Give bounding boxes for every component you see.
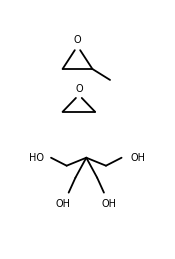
Text: HO: HO	[29, 153, 44, 163]
Text: O: O	[75, 84, 83, 94]
Text: OH: OH	[56, 199, 71, 208]
Text: OH: OH	[130, 153, 145, 163]
Text: O: O	[74, 35, 81, 45]
Text: OH: OH	[102, 199, 117, 208]
